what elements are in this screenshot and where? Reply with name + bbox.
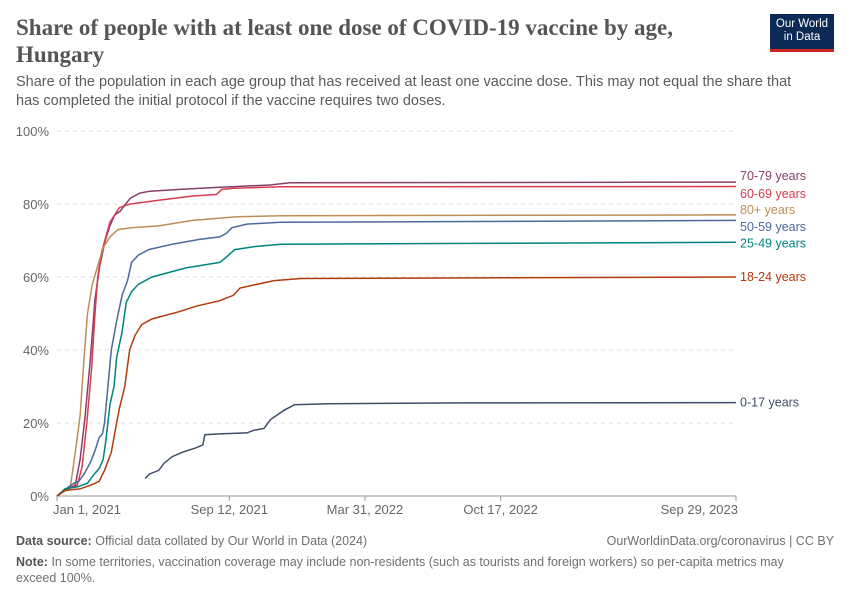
series-label: 18-24 years xyxy=(740,270,806,284)
series-label: 25-49 years xyxy=(740,236,806,250)
series-line xyxy=(56,276,737,497)
note: Note: In some territories, vaccination c… xyxy=(16,554,816,586)
series-line xyxy=(56,214,737,497)
x-tick-label: Oct 17, 2022 xyxy=(463,502,537,517)
chart-title: Share of people with at least one dose o… xyxy=(16,15,673,67)
y-tick-label: 20% xyxy=(23,416,49,431)
y-tick-label: 80% xyxy=(23,197,49,212)
line-chart: 0% 20% 40% 60% 80% 100% Jan 1, 2021 Sep 12, 202… xyxy=(16,124,806,517)
y-tick-label: 100% xyxy=(16,124,50,139)
chart-subtitle: Share of the population in each age grou… xyxy=(16,74,792,109)
note-label: Note: xyxy=(16,555,48,569)
series-line xyxy=(56,241,737,497)
series-line xyxy=(56,185,737,497)
series-label: 70-79 years xyxy=(740,169,806,183)
y-tick-label: 0% xyxy=(30,489,49,504)
note-text: In some territories, vaccination coverag… xyxy=(16,555,784,585)
source-label: Data source: xyxy=(16,534,92,548)
series-label: 60-69 years xyxy=(740,187,806,201)
series-label: 50-59 years xyxy=(740,220,806,234)
y-tick-label: 40% xyxy=(23,343,49,358)
x-tick-label: Mar 31, 2022 xyxy=(327,502,404,517)
series-label: 80+ years xyxy=(740,203,795,217)
source-text: Official data collated by Our World in D… xyxy=(95,534,368,548)
series-label: 0-17 years xyxy=(740,396,799,410)
logo-line2: in Data xyxy=(783,31,821,43)
series-line xyxy=(56,219,737,497)
series-line xyxy=(144,401,737,480)
x-tick-label: Jan 1, 2021 xyxy=(53,502,121,517)
data-source: Data source: Official data collated by O… xyxy=(16,533,367,549)
y-tick-label: 60% xyxy=(23,270,49,285)
owid-logo[interactable]: Our World in Data xyxy=(770,14,834,52)
series-line xyxy=(56,181,737,497)
source-url[interactable]: OurWorldinData.org/coronavirus | CC BY xyxy=(606,534,834,548)
x-tick-label: Sep 29, 2023 xyxy=(661,502,738,517)
x-tick-label: Sep 12, 2021 xyxy=(191,502,268,517)
logo-line1: Our World xyxy=(775,18,829,30)
